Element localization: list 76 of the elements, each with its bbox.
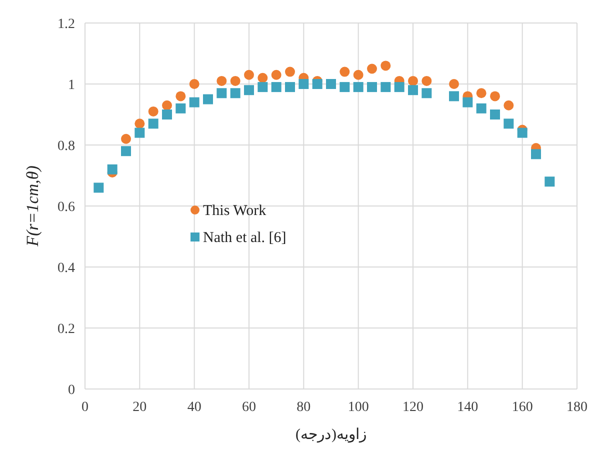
point bbox=[189, 79, 200, 89]
point bbox=[285, 66, 295, 77]
point bbox=[244, 85, 254, 96]
point bbox=[340, 82, 350, 92]
point bbox=[367, 64, 377, 74]
point bbox=[148, 106, 158, 116]
point bbox=[504, 118, 514, 129]
point bbox=[107, 164, 118, 174]
point bbox=[244, 70, 254, 80]
y-tick-label: 1.2 bbox=[58, 17, 75, 32]
point bbox=[176, 91, 186, 102]
point bbox=[353, 70, 364, 80]
point bbox=[230, 76, 240, 86]
point bbox=[449, 91, 459, 102]
point bbox=[490, 110, 500, 120]
point bbox=[544, 176, 555, 187]
point bbox=[476, 103, 486, 114]
point bbox=[271, 82, 282, 92]
point bbox=[258, 82, 268, 92]
point bbox=[216, 76, 227, 86]
point bbox=[230, 88, 240, 98]
point bbox=[162, 100, 172, 110]
point bbox=[298, 79, 309, 89]
point bbox=[380, 82, 391, 92]
point bbox=[462, 97, 473, 108]
y-tick-label: 0 bbox=[68, 383, 75, 398]
point bbox=[258, 72, 268, 83]
point bbox=[285, 82, 295, 92]
y-tick-label: 1 bbox=[68, 78, 75, 93]
point bbox=[367, 82, 377, 92]
legend-label: Nath et al. [6] bbox=[203, 230, 286, 246]
point bbox=[189, 97, 200, 108]
point bbox=[148, 118, 158, 129]
x-axis-title: زاویه(درجه) bbox=[296, 427, 366, 443]
point bbox=[408, 76, 418, 86]
point bbox=[121, 146, 131, 156]
point bbox=[380, 60, 391, 71]
x-tick-label: 0 bbox=[82, 400, 88, 415]
point bbox=[326, 79, 336, 89]
point bbox=[517, 128, 528, 138]
point bbox=[422, 76, 432, 86]
point bbox=[408, 85, 418, 96]
point bbox=[340, 66, 350, 77]
point bbox=[353, 82, 364, 92]
point bbox=[94, 182, 104, 193]
point bbox=[449, 79, 459, 89]
x-tick-label: 120 bbox=[402, 400, 424, 415]
point bbox=[490, 91, 500, 102]
y-tick-label: 0.4 bbox=[58, 261, 75, 276]
legend-label: This Work bbox=[203, 203, 267, 219]
x-tick-label: 80 bbox=[296, 400, 311, 415]
point bbox=[203, 94, 213, 104]
point bbox=[531, 149, 541, 160]
point bbox=[121, 134, 131, 144]
x-tick-label: 20 bbox=[132, 400, 147, 415]
y-axis-title: F(r=1cm,θ) bbox=[23, 165, 42, 248]
x-tick-label: 100 bbox=[348, 400, 369, 415]
point bbox=[504, 100, 514, 110]
point bbox=[134, 118, 145, 129]
y-tick-label: 0.2 bbox=[58, 322, 75, 337]
point bbox=[422, 88, 432, 98]
y-tick-label: 0.8 bbox=[58, 139, 75, 154]
point bbox=[162, 110, 172, 120]
point bbox=[216, 88, 227, 98]
x-tick-label: 60 bbox=[242, 400, 256, 415]
x-tick-label: 160 bbox=[512, 400, 533, 415]
point bbox=[394, 82, 404, 92]
x-tick-label: 180 bbox=[566, 400, 588, 415]
point bbox=[134, 128, 145, 138]
point bbox=[176, 103, 186, 114]
point bbox=[312, 79, 322, 89]
point bbox=[271, 70, 282, 80]
x-tick-label: 140 bbox=[457, 400, 478, 415]
point bbox=[476, 88, 486, 98]
y-tick-label: 0.6 bbox=[58, 200, 75, 215]
x-tick-label: 40 bbox=[187, 400, 202, 415]
